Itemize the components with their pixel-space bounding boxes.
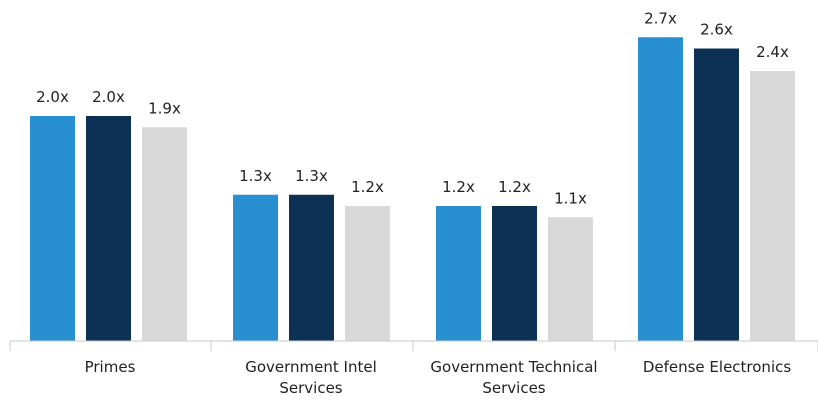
bar-2-3 — [345, 206, 390, 341]
value-labels-layer: 2.0x 2.0x 1.9x 1.3x 1.3x 1.2x 1.2x 1.2x 1.1x 2.7x… — [36, 9, 789, 207]
bar-3-3 — [548, 217, 593, 341]
value-label-2-1: 1.3x — [239, 167, 272, 185]
category-labels-layer: Primes Government Intel Services Government… — [85, 358, 792, 397]
value-label-2-3: 1.2x — [351, 178, 384, 196]
category-label-2: Government Intel Services — [245, 358, 377, 397]
x-axis — [9, 340, 818, 351]
bar-2-1 — [233, 194, 278, 341]
bar-1-1 — [30, 116, 75, 341]
bar-1-3 — [142, 127, 187, 341]
category-label-1: Primes — [85, 358, 136, 376]
value-label-4-2: 2.6x — [700, 21, 733, 39]
value-label-1-2: 2.0x — [92, 88, 125, 106]
bars-layer — [30, 37, 795, 341]
category-label-3: Government Technical Services — [430, 358, 597, 397]
value-label-3-2: 1.2x — [498, 178, 531, 196]
value-label-3-3: 1.1x — [554, 189, 587, 207]
value-label-4-3: 2.4x — [756, 43, 789, 61]
value-label-1-1: 2.0x — [36, 88, 69, 106]
category-label-4: Defense Electronics — [643, 358, 792, 376]
value-label-2-2: 1.3x — [295, 167, 328, 185]
bar-4-2 — [694, 48, 739, 341]
bar-2-2 — [289, 194, 334, 341]
bar-1-2 — [86, 116, 131, 341]
value-label-1-3: 1.9x — [148, 99, 181, 117]
bar-3-2 — [492, 206, 537, 341]
bar-4-3 — [750, 71, 795, 341]
bar-4-1 — [638, 37, 683, 341]
bar-3-1 — [436, 206, 481, 341]
value-label-3-1: 1.2x — [442, 178, 475, 196]
value-label-4-1: 2.7x — [644, 9, 677, 27]
